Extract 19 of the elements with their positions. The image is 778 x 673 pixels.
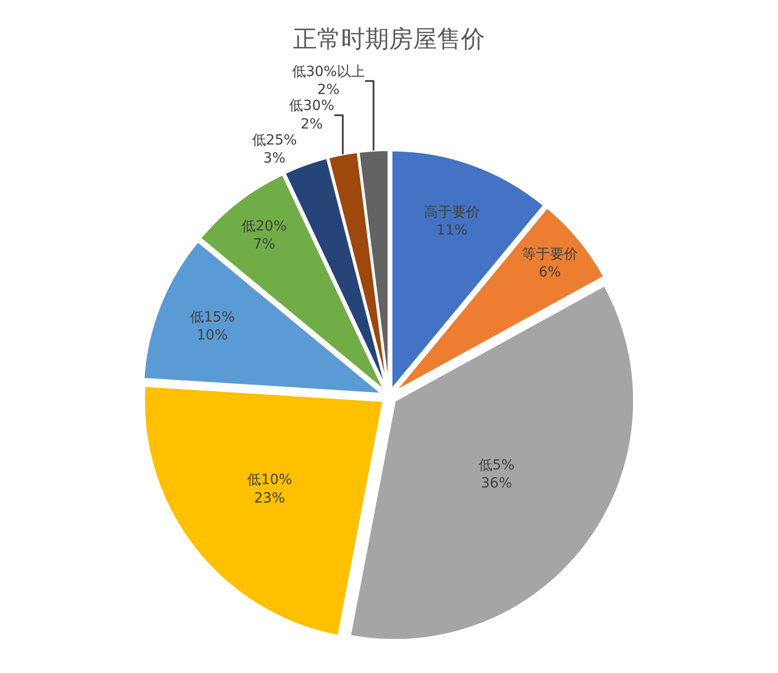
data-label: 7% xyxy=(253,236,276,253)
slice-label: 高于要价 xyxy=(424,204,480,220)
slice-label: 等于要价 xyxy=(522,246,578,262)
slice-label: 低30%以上 xyxy=(292,64,365,80)
data-label: 36% xyxy=(480,476,512,492)
data-label: 6% xyxy=(538,264,561,281)
data-label: 2% xyxy=(317,82,340,98)
data-label: 10% xyxy=(196,328,228,344)
slice-label: 低10% xyxy=(246,472,292,488)
slice-label: 低15% xyxy=(190,309,235,326)
chart-title: 正常时期房屋售价 xyxy=(293,25,485,54)
data-label: 2% xyxy=(300,116,323,132)
data-label: 11% xyxy=(436,222,468,239)
data-label: 3% xyxy=(263,150,286,167)
data-label: 23% xyxy=(254,490,286,506)
slice-label: 低25% xyxy=(252,132,297,148)
slice-label: 低5% xyxy=(478,457,515,474)
slice-label: 低20% xyxy=(242,218,287,234)
slice-label: 低30% xyxy=(289,98,334,114)
